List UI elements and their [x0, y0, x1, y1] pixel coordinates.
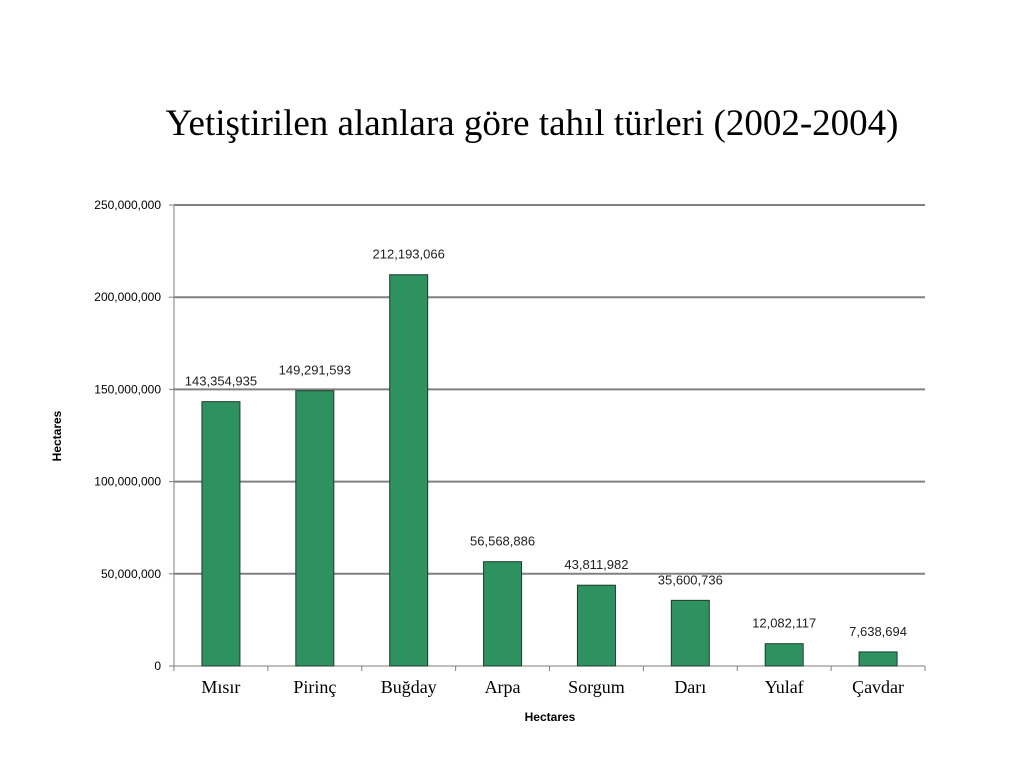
y-axis-title: Hectares — [50, 410, 64, 461]
y-tick-label: 200,000,000 — [94, 290, 161, 304]
bar — [295, 390, 335, 667]
bar — [576, 584, 616, 667]
slide-title: Yetiştirilen alanlara göre tahıl türleri… — [165, 103, 899, 144]
data-label: 143,354,935 — [185, 374, 257, 389]
category-label: Darı — [674, 677, 706, 697]
data-label: 35,600,736 — [658, 572, 723, 587]
y-tick-label: 0 — [154, 659, 161, 673]
y-tick-label: 250,000,000 — [94, 198, 161, 212]
x-axis-title: Hectares — [525, 710, 576, 724]
category-label: Mısır — [201, 677, 240, 697]
bar — [483, 561, 523, 667]
y-tick-label: 150,000,000 — [94, 382, 161, 396]
category-label: Sorgum — [568, 677, 625, 697]
category-label: Arpa — [485, 677, 521, 697]
y-tick-label: 100,000,000 — [94, 475, 161, 489]
bar — [670, 599, 710, 667]
data-label: 149,291,593 — [279, 363, 351, 378]
category-label: Pirinç — [293, 677, 336, 697]
bars — [201, 274, 898, 667]
bar — [389, 274, 429, 667]
data-label: 43,811,982 — [564, 557, 628, 572]
y-tick-label: 50,000,000 — [101, 567, 161, 581]
category-label: Yulaf — [765, 677, 804, 697]
labels: 0 50,000,000 100,000,000 150,000,000 200,000… — [94, 198, 907, 697]
data-label: 56,568,886 — [470, 534, 535, 549]
category-label: Buğday — [381, 677, 437, 697]
bar — [764, 643, 804, 667]
category-label: Çavdar — [852, 677, 904, 697]
gridlines — [174, 204, 925, 575]
axes — [169, 204, 926, 671]
data-label: 12,082,117 — [752, 616, 816, 631]
data-label: 212,193,066 — [373, 247, 445, 262]
bar — [201, 401, 241, 667]
bar — [858, 651, 898, 667]
data-label: 7,638,694 — [849, 624, 907, 639]
